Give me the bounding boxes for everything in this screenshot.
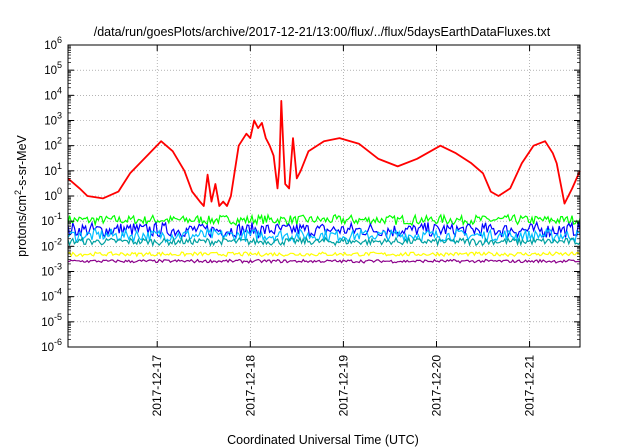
- y-tick-label: 105: [44, 60, 62, 77]
- x-tick-label: 2017-12-21: [523, 355, 537, 417]
- band-series-line: [67, 258, 581, 264]
- proton-flux-line: [67, 100, 581, 207]
- y-tick-label: 104: [44, 85, 62, 102]
- y-tick-labels: 106 105 104 103 102 101 100 10-1 10-2 10-3 10-4 10-…: [41, 35, 62, 354]
- y-tick-label: 10-2: [41, 236, 62, 253]
- y-tick-label: 102: [44, 136, 62, 153]
- line-series: [67, 100, 581, 207]
- band-series-line: [67, 250, 581, 258]
- y-tick-label: 10-4: [41, 287, 62, 304]
- y-tick-label: 10-5: [41, 312, 62, 329]
- x-tick-label: 2017-12-18: [243, 355, 257, 417]
- y-tick-label: 106: [44, 35, 62, 52]
- band-series: [67, 212, 581, 264]
- x-tick-label: 2017-12-19: [336, 355, 350, 417]
- y-tick-label: 10-6: [41, 337, 62, 354]
- x-tick-label: 2017-12-17: [150, 355, 164, 417]
- y-tick-label: 103: [44, 111, 62, 128]
- band-series-line: [67, 235, 581, 248]
- y-axis-label: protons/cm2-s-sr-MeV: [13, 134, 29, 256]
- x-tick-labels: 2017-12-17 2017-12-18 2017-12-19 2017-12-20…: [150, 355, 536, 417]
- chart-title: /data/run/goesPlots/archive/2017-12-21/1…: [94, 25, 551, 39]
- y-tick-label: 10-3: [41, 262, 62, 279]
- band-series-line: [67, 212, 581, 227]
- x-tick-label: 2017-12-20: [429, 355, 443, 417]
- y-tick-label: 10-1: [41, 211, 62, 228]
- grid: [68, 45, 580, 347]
- tick-marks: [68, 44, 580, 348]
- y-tick-label: 101: [44, 161, 62, 178]
- y-tick-label: 100: [44, 186, 62, 203]
- x-axis-label: Coordinated Universal Time (UTC): [227, 433, 419, 447]
